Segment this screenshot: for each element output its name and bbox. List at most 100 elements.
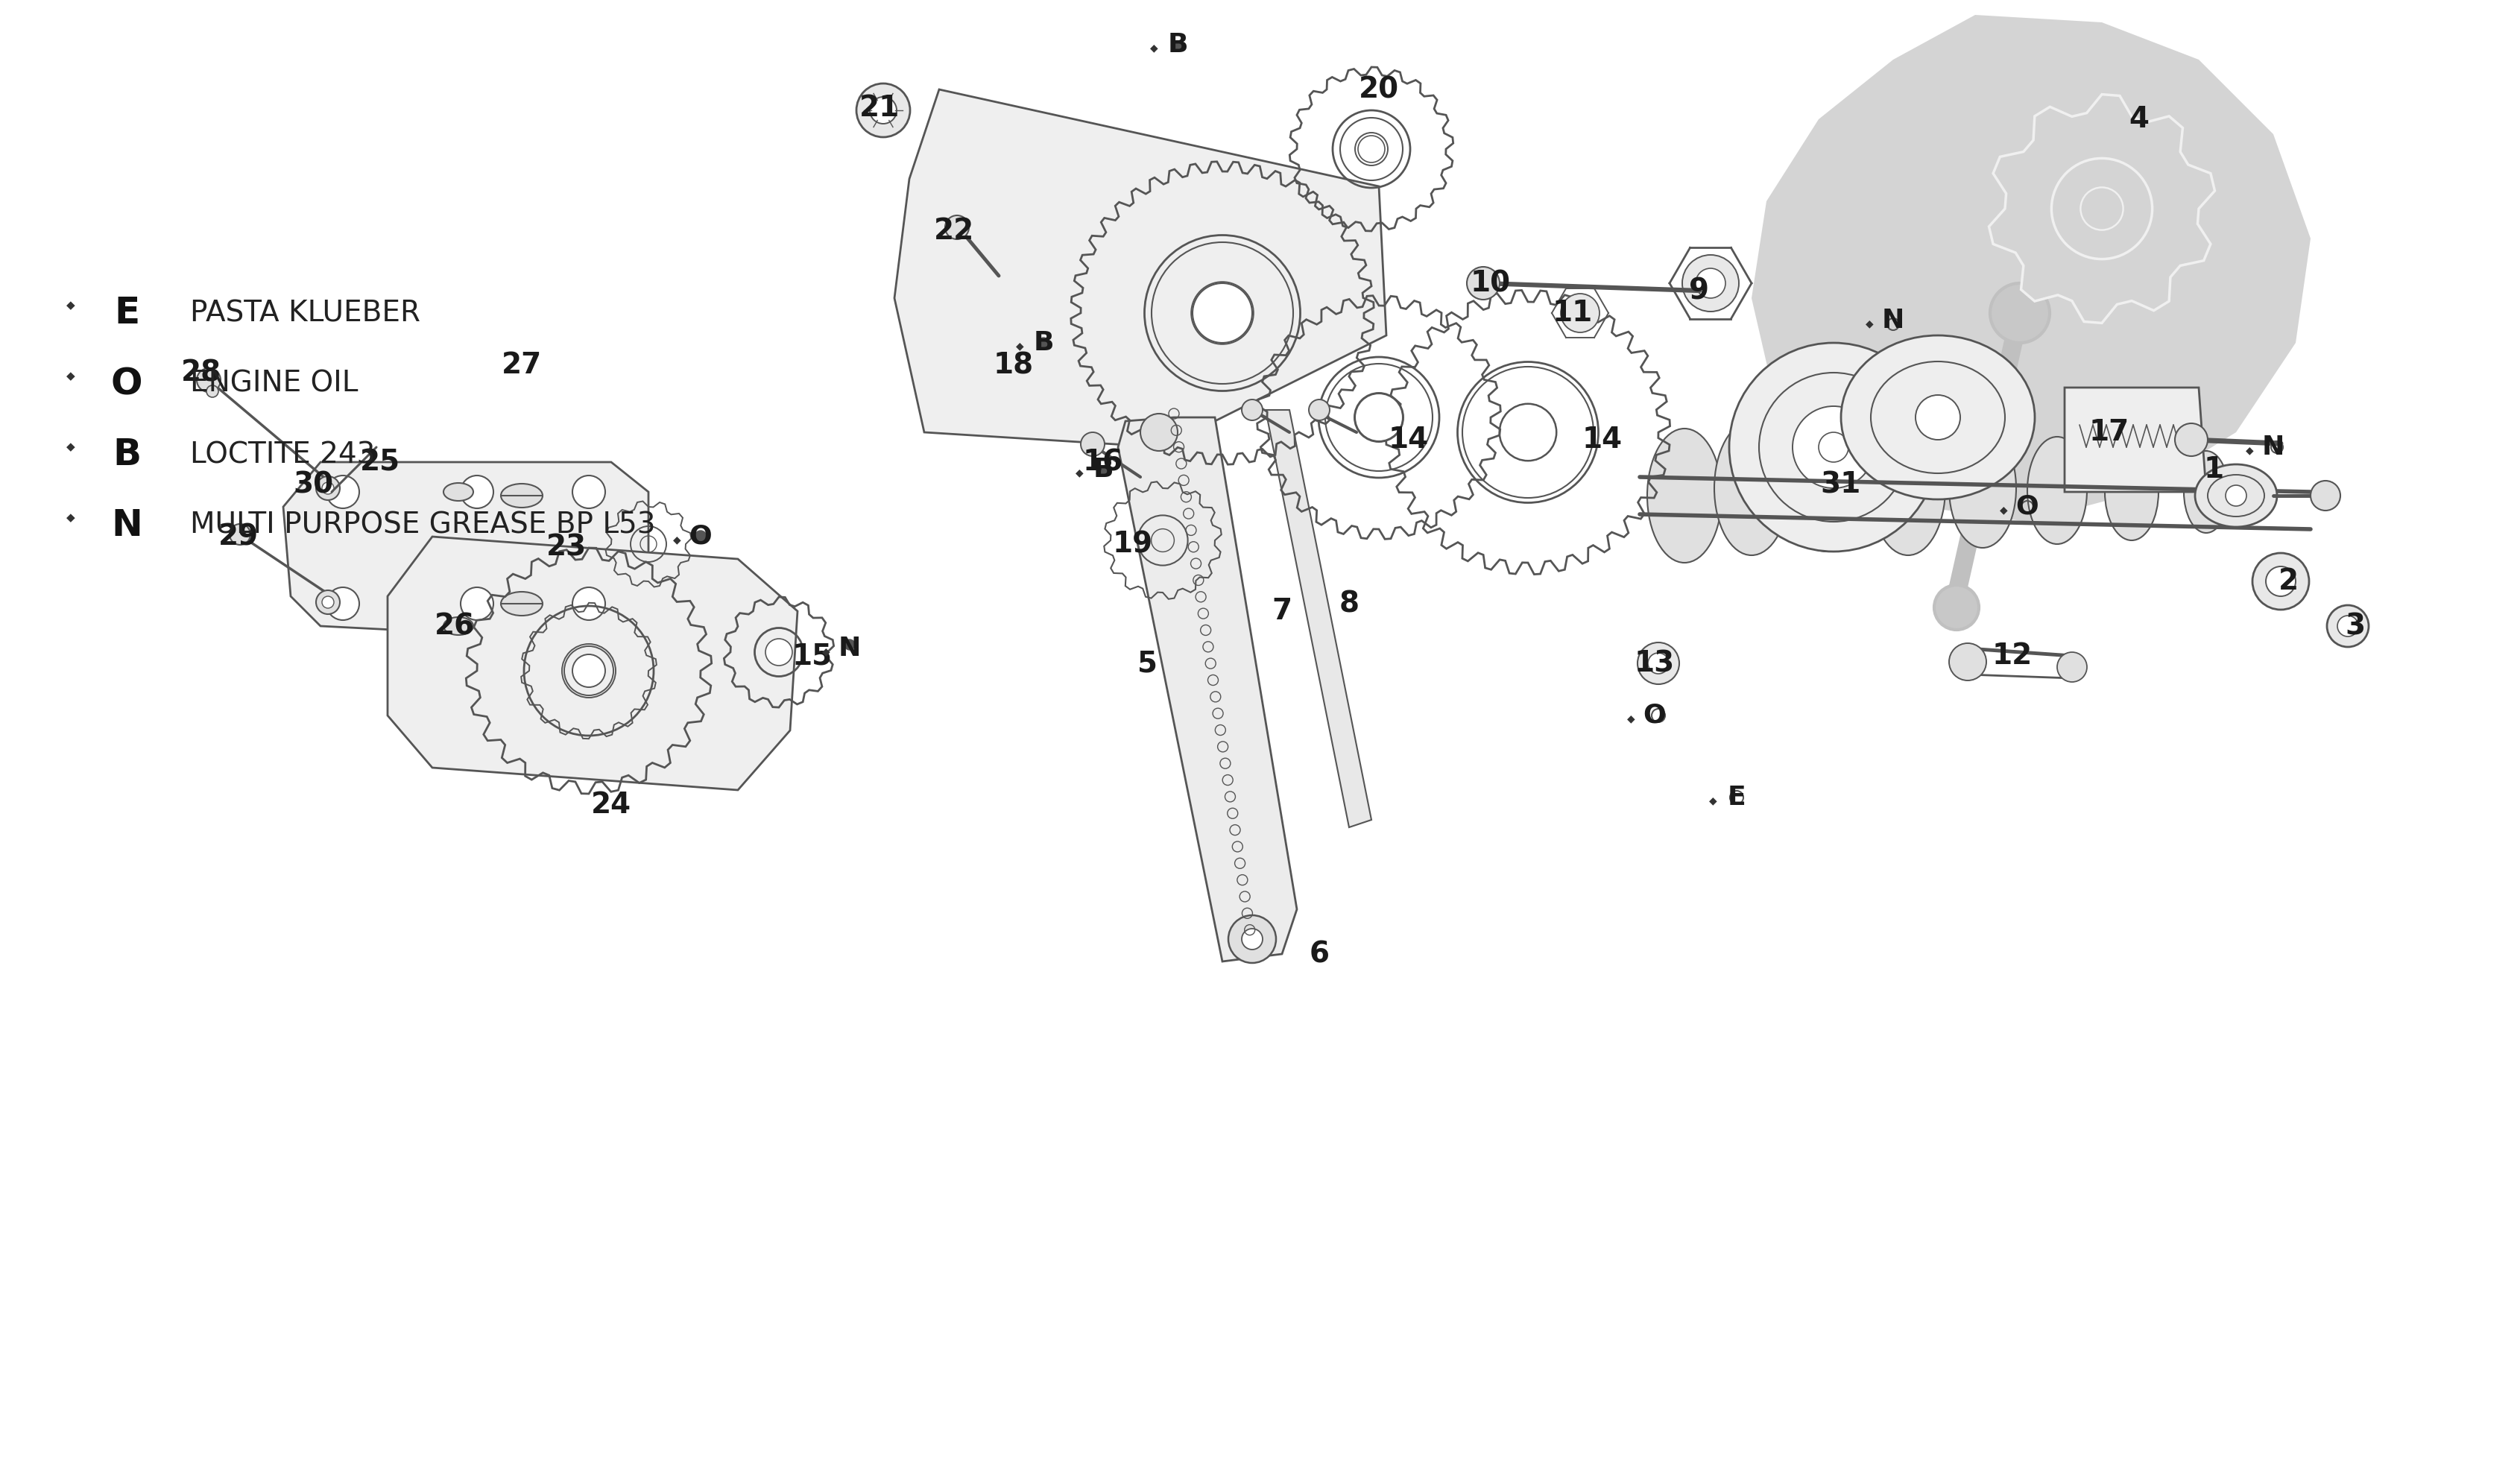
Text: 29: 29 (219, 523, 260, 551)
Text: 21: 21 (859, 94, 900, 122)
Text: ENGINE OIL: ENGINE OIL (189, 369, 358, 397)
Circle shape (1227, 916, 1275, 963)
Text: O: O (111, 367, 144, 402)
Text: 15: 15 (791, 642, 832, 670)
Circle shape (844, 639, 854, 651)
Circle shape (2225, 486, 2245, 506)
Text: 6: 6 (1310, 939, 1331, 969)
Circle shape (315, 590, 340, 614)
Text: 17: 17 (2089, 418, 2129, 446)
Circle shape (1792, 406, 1875, 489)
Circle shape (1819, 433, 1850, 462)
Polygon shape (895, 90, 1386, 447)
Polygon shape (1988, 94, 2215, 322)
Polygon shape (1751, 15, 2311, 521)
Text: O: O (688, 524, 713, 549)
Text: 12: 12 (1993, 642, 2034, 670)
Ellipse shape (501, 592, 542, 615)
Circle shape (1499, 403, 1557, 461)
Text: 4: 4 (2129, 105, 2150, 134)
Text: PASTA KLUEBER: PASTA KLUEBER (189, 299, 421, 327)
Polygon shape (2064, 387, 2205, 492)
Circle shape (1638, 642, 1678, 684)
Circle shape (572, 655, 605, 687)
Polygon shape (1252, 409, 1371, 827)
Circle shape (1356, 393, 1404, 442)
Circle shape (1192, 283, 1252, 343)
Text: N: N (1882, 308, 1905, 333)
Circle shape (1467, 266, 1499, 300)
Circle shape (1991, 283, 2049, 343)
Text: 27: 27 (501, 350, 542, 380)
Text: 11: 11 (1552, 299, 1593, 327)
Text: 9: 9 (1688, 277, 1709, 305)
Circle shape (572, 587, 605, 620)
Text: 1: 1 (2202, 455, 2223, 484)
Circle shape (696, 531, 706, 543)
Circle shape (2311, 481, 2341, 511)
Text: ◆: ◆ (1998, 505, 2008, 515)
Text: ◆: ◆ (66, 512, 76, 524)
Text: B: B (113, 437, 141, 473)
Text: ◆: ◆ (1709, 795, 1716, 805)
Circle shape (2056, 652, 2087, 682)
Circle shape (1081, 433, 1104, 456)
Circle shape (323, 596, 335, 608)
Text: 19: 19 (1114, 530, 1154, 558)
Circle shape (766, 639, 791, 665)
Circle shape (1948, 643, 1986, 680)
Text: ◆: ◆ (673, 534, 680, 545)
Text: 23: 23 (547, 534, 587, 562)
Text: 2: 2 (2278, 567, 2298, 596)
Text: B: B (1167, 32, 1187, 57)
Text: ◆: ◆ (66, 442, 76, 453)
Text: 5: 5 (1137, 649, 1157, 677)
Ellipse shape (444, 617, 474, 634)
Circle shape (207, 386, 219, 397)
Ellipse shape (1648, 428, 1721, 562)
Text: MULTI PURPOSE GREASE BP L53: MULTI PURPOSE GREASE BP L53 (189, 511, 655, 540)
Text: ◆: ◆ (1628, 714, 1635, 724)
Ellipse shape (1870, 421, 1945, 555)
Text: ◆: ◆ (1016, 340, 1023, 350)
Circle shape (1683, 255, 1739, 312)
Ellipse shape (1714, 421, 1789, 555)
Text: 16: 16 (1084, 447, 1124, 477)
Text: ◆: ◆ (66, 371, 76, 381)
Text: N: N (839, 636, 862, 661)
Polygon shape (282, 462, 648, 640)
Text: ◆: ◆ (822, 646, 829, 657)
Circle shape (461, 475, 494, 508)
Ellipse shape (501, 484, 542, 508)
Circle shape (2326, 605, 2369, 646)
Ellipse shape (2104, 443, 2160, 540)
Text: E: E (1726, 785, 1746, 810)
Circle shape (1038, 337, 1048, 347)
Ellipse shape (2026, 437, 2087, 545)
Circle shape (1915, 394, 1961, 440)
Circle shape (315, 477, 340, 500)
Circle shape (857, 84, 910, 137)
Circle shape (461, 587, 494, 620)
Text: 22: 22 (935, 216, 975, 246)
Text: 3: 3 (2346, 612, 2366, 640)
Text: ◆: ◆ (66, 300, 76, 311)
Circle shape (1242, 929, 1263, 949)
Circle shape (1729, 343, 1938, 552)
Circle shape (1142, 414, 1177, 450)
Circle shape (1358, 135, 1386, 162)
Circle shape (2339, 615, 2359, 636)
Circle shape (1242, 399, 1263, 421)
Text: LOCTITE 243: LOCTITE 243 (189, 440, 375, 468)
Text: 10: 10 (1472, 269, 1512, 297)
Circle shape (229, 524, 249, 545)
Text: 24: 24 (592, 790, 633, 818)
Text: 31: 31 (1822, 470, 1862, 499)
Text: ◆: ◆ (1865, 318, 1872, 328)
Text: 18: 18 (993, 350, 1033, 380)
Text: E: E (113, 296, 139, 331)
Text: B: B (1094, 456, 1114, 483)
Text: 25: 25 (360, 447, 401, 477)
Text: 14: 14 (1583, 425, 1623, 453)
Text: N: N (2263, 434, 2286, 459)
